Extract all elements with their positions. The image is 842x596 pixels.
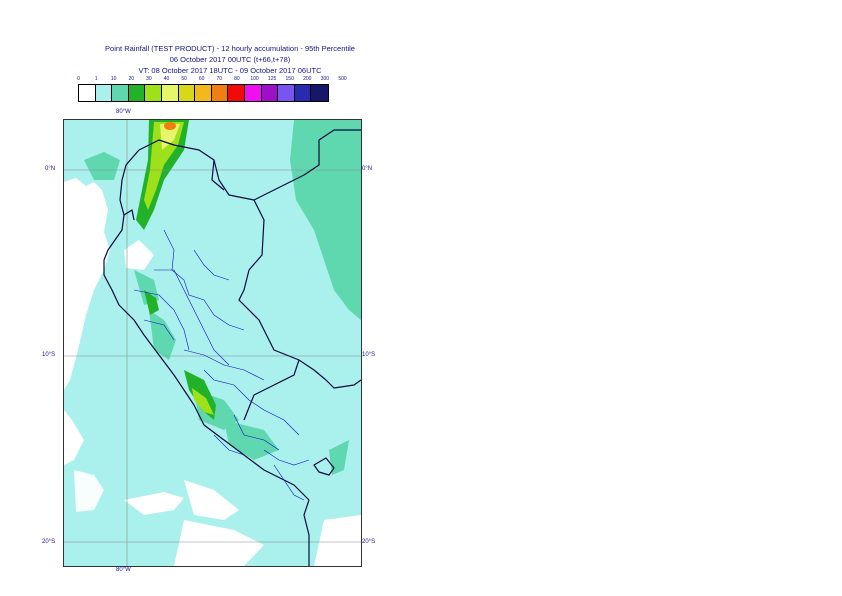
legend-swatch	[161, 85, 179, 101]
legend-label: 125	[267, 76, 277, 82]
legend-swatch	[195, 85, 212, 101]
lat-label-10-left: 10°S	[42, 352, 56, 358]
legend-swatch	[228, 85, 245, 101]
title-line-2: 06 October 2017 00UTC (t+66,t+78)	[169, 55, 291, 64]
legend-label: 500	[338, 76, 347, 82]
legend-label: 150	[285, 76, 294, 82]
lon-label-top: 80°W	[116, 109, 131, 115]
legend-label: 10	[110, 76, 117, 82]
lat-label-20-left: 20°S	[42, 539, 56, 545]
legend-swatch	[112, 85, 129, 101]
legend-label: 1	[94, 76, 98, 82]
legend-label: 30	[146, 76, 152, 82]
legend-label: 100	[250, 76, 259, 82]
legend-swatch	[294, 85, 312, 101]
lat-label-0-right: 0°N	[362, 166, 373, 172]
legend-colorbar	[78, 84, 329, 102]
rain-40mm	[160, 124, 180, 150]
lat-label-10-right: 10°S	[362, 352, 376, 358]
legend-label: 200	[303, 76, 312, 82]
legend-label: 60	[198, 76, 205, 82]
legend-swatch	[311, 85, 328, 101]
legend-swatch	[178, 85, 196, 101]
legend-swatch	[145, 85, 162, 101]
title-line-3: VT: 08 October 2017 18UTC - 09 October 2…	[138, 66, 322, 75]
legend-swatch	[95, 85, 113, 101]
rain-70mm	[164, 122, 176, 130]
coastline-borders	[103, 129, 361, 566]
legend-label: 40	[163, 76, 170, 82]
legend-swatch	[244, 85, 262, 101]
legend-swatch	[278, 85, 295, 101]
rain-30mm	[144, 122, 214, 415]
legend-swatch	[211, 85, 229, 101]
legend-label: 20	[128, 76, 135, 82]
dry-areas	[64, 178, 361, 566]
lat-label-20-right: 20°S	[362, 539, 376, 545]
admin-boundaries	[133, 229, 310, 501]
map-panel	[63, 119, 362, 567]
legend-label: 70	[216, 76, 223, 82]
legend-swatch	[128, 85, 146, 101]
lat-label-0-left: 0°N	[45, 166, 56, 172]
legend-label: 80	[234, 76, 240, 82]
legend-swatch	[261, 85, 279, 101]
title-line-1: Point Rainfall (TEST PRODUCT) - 12 hourl…	[105, 44, 355, 53]
legend-label: 0	[77, 76, 80, 82]
rainfall-map	[64, 120, 361, 566]
legend-label: 50	[181, 76, 187, 82]
legend-label: 300	[320, 76, 330, 82]
legend-labels: 0 1 10 20 30 40 50 60 70 80 100 125 150 200 300 500	[70, 76, 360, 86]
lon-label-bottom: 80°W	[116, 567, 131, 573]
legend-swatch	[79, 85, 96, 101]
